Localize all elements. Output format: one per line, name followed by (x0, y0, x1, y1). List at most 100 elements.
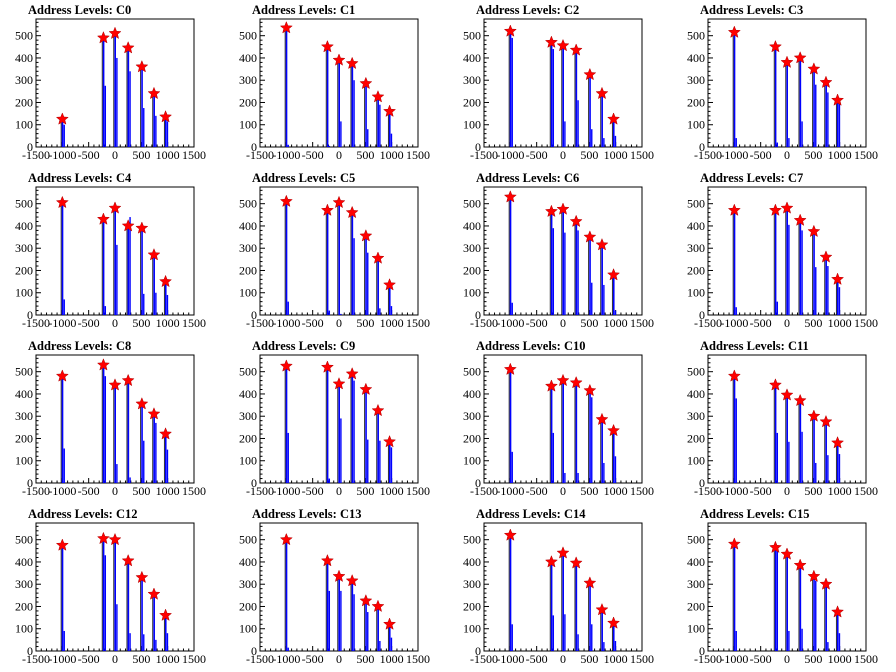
peak-bar (825, 257, 827, 315)
shoulder-bar (614, 640, 617, 651)
red-star-marker (583, 67, 597, 81)
y-tick-label: 500 (463, 29, 481, 43)
peak-bar (786, 62, 788, 148)
red-star-marker (135, 397, 149, 410)
y-tick-label: 200 (15, 263, 33, 277)
chart-panel: Address Levels: C1 0 100 200 300 400 500 -1500-… (224, 0, 448, 168)
shoulder-bar (104, 376, 107, 483)
y-tick-label: 500 (687, 197, 705, 211)
shoulder-bar (63, 448, 65, 483)
x-tick-label: 500 (132, 316, 150, 330)
red-star-marker (159, 427, 173, 440)
y-tick-label: 100 (15, 118, 33, 132)
chart-svg: Address Levels: C30100200300400500-1500-… (687, 3, 878, 162)
x-tick-label: 0 (784, 148, 790, 162)
peak-bar (388, 441, 391, 483)
red-star-marker (345, 205, 359, 219)
peak-bar (813, 416, 815, 483)
peak-bar (799, 565, 802, 651)
peak-bar (365, 83, 367, 147)
shoulder-bar (353, 380, 355, 483)
chart-title: Address Levels: C1 (252, 3, 355, 17)
x-tick-label: 1500 (182, 148, 206, 162)
red-star-marker (595, 602, 609, 616)
y-tick-label: 400 (687, 387, 705, 401)
y-tick-label: 100 (687, 454, 705, 468)
peak-bar (102, 538, 105, 651)
y-tick-label: 500 (463, 533, 481, 547)
y-tick-label: 100 (239, 454, 257, 468)
shoulder-bar (552, 432, 555, 483)
shoulder-bar (63, 124, 65, 147)
shoulder-bar (552, 615, 555, 651)
peak-bar (601, 419, 603, 483)
x-tick-label: -1500 (470, 652, 498, 666)
red-star-marker (780, 201, 794, 214)
shoulder-bar (379, 104, 381, 147)
shoulder-bar (379, 440, 381, 483)
x-tick-label: 1000 (604, 316, 628, 330)
x-tick-label: 1500 (630, 316, 654, 330)
x-tick-label: 500 (356, 148, 374, 162)
chart-svg: Address Levels: C10 0 100 200 300 400 500 -1500… (463, 339, 654, 498)
shoulder-bar (328, 145, 331, 147)
shoulder-bar (511, 37, 513, 147)
y-tick-label: 500 (15, 197, 33, 211)
y-tick-label: 300 (15, 241, 33, 255)
shoulder-bar (104, 306, 107, 315)
x-tick-label: -1500 (22, 652, 50, 666)
peak-bar (114, 539, 116, 651)
x-tick-label: 1500 (182, 484, 206, 498)
red-star-marker (279, 194, 293, 208)
chart-title: Address Levels: C8 (28, 339, 131, 353)
x-tick-label: -1500 (22, 316, 50, 330)
shoulder-bar (801, 121, 803, 147)
y-tick-label: 100 (463, 286, 481, 300)
y-tick-label: 300 (687, 73, 705, 87)
peak-bar (338, 202, 340, 315)
x-tick-label: 500 (580, 652, 598, 666)
shoulder-bar (788, 138, 790, 147)
red-star-marker (793, 51, 807, 64)
y-tick-label: 100 (15, 454, 33, 468)
shoulder-bar (511, 451, 513, 483)
peak-bar (733, 210, 736, 315)
peak-bar (141, 228, 143, 315)
chart-title: Address Levels: C13 (252, 507, 362, 521)
shoulder-bar (353, 594, 355, 651)
red-star-marker (55, 369, 69, 382)
y-tick-label: 400 (15, 219, 33, 233)
red-star-marker (55, 195, 69, 209)
shoulder-bar (155, 115, 157, 147)
peak-bar (612, 430, 615, 483)
shoulder-bar (340, 313, 342, 315)
y-tick-label: 100 (15, 622, 33, 636)
x-tick-label: 1000 (828, 316, 852, 330)
x-tick-label: 500 (356, 316, 374, 330)
red-star-marker (359, 229, 373, 242)
shoulder-bar (614, 135, 617, 147)
chart-svg: Address Levels: C13 0 100 200 300 400 500 -1500… (239, 507, 430, 666)
red-star-marker (135, 570, 149, 584)
x-tick-label: 1500 (182, 652, 206, 666)
shoulder-bar (827, 455, 829, 483)
peak-bar (836, 612, 839, 651)
peak-bar (774, 46, 777, 147)
y-tick-label: 400 (687, 555, 705, 569)
shoulder-bar (552, 228, 555, 315)
chart-panel: Address Levels: C6 0 100 200 300 400 500 -1500-… (448, 168, 672, 336)
red-star-marker (96, 531, 110, 545)
red-star-marker (383, 617, 397, 630)
peak-bar (102, 365, 105, 483)
peak-bar (388, 111, 391, 147)
red-star-marker (332, 195, 346, 209)
chart-panel: Address Levels: C11 0 100 200 300 400 500 -1500… (672, 336, 896, 504)
chart-title: Address Levels: C3 (700, 3, 803, 17)
x-tick-label: 1500 (630, 148, 654, 162)
shoulder-bar (776, 142, 779, 147)
peak-bar (509, 369, 512, 483)
red-star-marker (55, 112, 69, 125)
shoulder-bar (591, 282, 593, 315)
y-tick-label: 400 (687, 51, 705, 65)
red-star-marker (569, 214, 583, 228)
